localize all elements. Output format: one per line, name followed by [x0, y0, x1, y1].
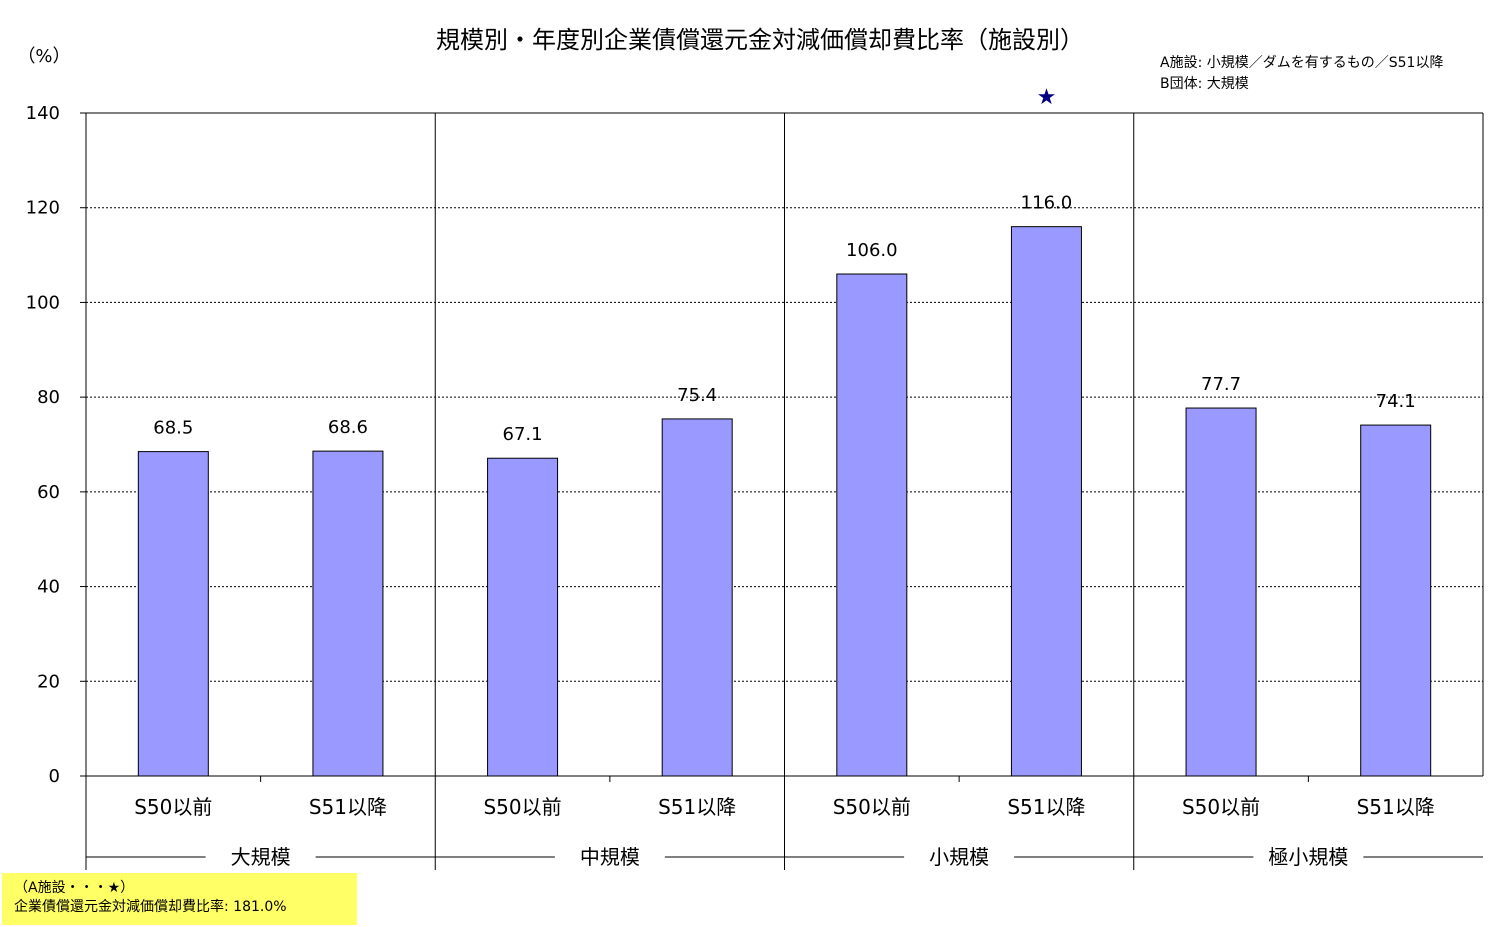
x-tick-label: S51以降	[1357, 795, 1435, 819]
highlight-star-icon: ★	[1037, 85, 1057, 110]
callout-box: （A施設・・・★） 企業債償還元金対減価償却費比率: 181.0%	[2, 873, 357, 925]
y-tick-label: 100	[26, 292, 60, 313]
bar	[836, 273, 908, 777]
y-tick-label: 140	[26, 103, 60, 124]
group-label: 極小規模	[1268, 845, 1348, 869]
y-unit-label: （%）	[17, 46, 70, 67]
x-tick-label: S50以前	[483, 795, 561, 819]
bar	[1360, 424, 1432, 777]
y-tick-label: 20	[37, 671, 60, 692]
x-tick-label: S50以前	[134, 795, 212, 819]
y-tick-label: 60	[37, 482, 60, 503]
group-label: 中規模	[580, 845, 640, 869]
bars	[137, 226, 1432, 777]
data-label: 77.7	[1201, 374, 1241, 395]
note-b-group: B団体: 大規模	[1160, 76, 1249, 92]
chart-title: 規模別・年度別企業債償還元金対減価償却費比率（施設別）	[436, 26, 1084, 54]
x-tick-label: S51以降	[1007, 795, 1085, 819]
bar	[137, 451, 209, 777]
data-label: 75.4	[677, 385, 717, 406]
x-tick-label: S50以前	[833, 795, 911, 819]
bar	[1010, 226, 1082, 777]
group-label: 大規模	[231, 845, 291, 869]
x-tick-label: S51以降	[309, 795, 387, 819]
note-a-facility: A施設: 小規模／ダムを有するもの／S51以降	[1160, 55, 1444, 71]
y-tick-label: 0	[49, 766, 60, 787]
x-tick-label: S51以降	[658, 795, 736, 819]
data-label: 74.1	[1376, 391, 1416, 412]
bar	[661, 418, 733, 777]
callout-line-1: （A施設・・・★）	[14, 880, 135, 896]
bar	[1185, 407, 1257, 777]
group-label: 小規模	[929, 845, 989, 869]
bar	[312, 450, 384, 777]
x-tick-label: S50以前	[1182, 795, 1260, 819]
bar	[487, 457, 559, 777]
data-label: 106.0	[846, 240, 898, 261]
data-label: 68.5	[153, 418, 193, 439]
callout-line-2: 企業債償還元金対減価償却費比率: 181.0%	[14, 899, 287, 915]
axes	[80, 112, 1484, 870]
data-label: 116.0	[1021, 193, 1073, 214]
y-tick-label: 40	[37, 577, 60, 598]
y-tick-label: 120	[26, 198, 60, 219]
data-label: 67.1	[503, 424, 543, 445]
data-label: 68.6	[328, 417, 368, 438]
y-tick-label: 80	[37, 387, 60, 408]
